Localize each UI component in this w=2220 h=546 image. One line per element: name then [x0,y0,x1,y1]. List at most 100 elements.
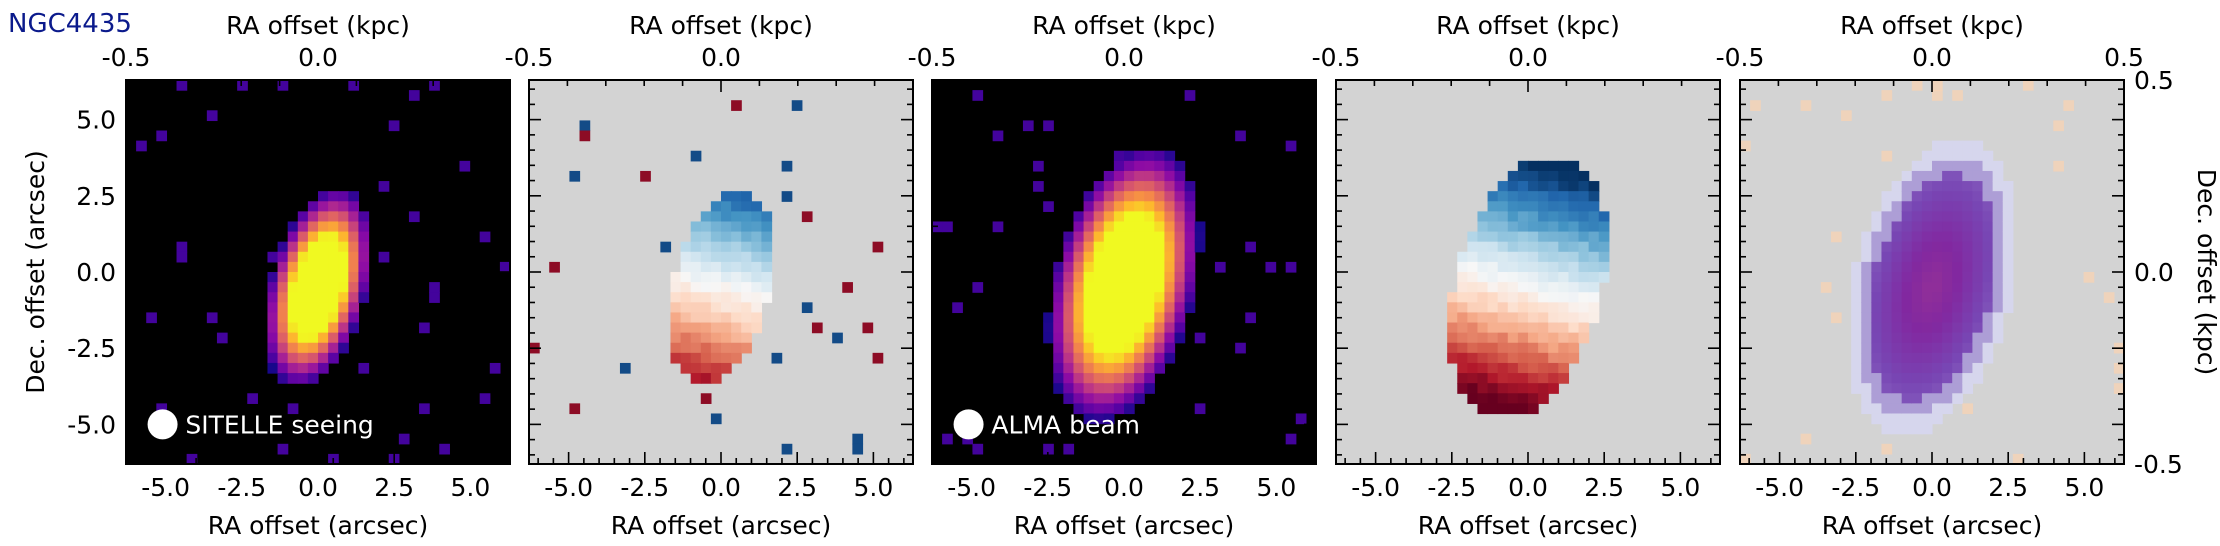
map-pixel [307,272,319,283]
map-pixel [277,302,289,314]
map-pixel [1972,231,1984,243]
map-pixel [1093,261,1105,273]
map-pixel [680,292,692,303]
x-tick-label: 2.5 [777,473,817,502]
map-pixel [1921,332,1933,344]
map-pixel [318,231,329,243]
map-pixel [1851,332,1862,344]
map-pixel [1103,261,1115,273]
map-pixel [710,342,722,354]
map-pixel [1103,352,1115,364]
map-pixel [1740,453,1751,465]
map-pixel [1881,403,1893,415]
map-pixel [297,282,309,293]
map-pixel [1053,383,1064,394]
map-pixel [1477,302,1489,314]
map-pixel [710,312,722,324]
map-pixel [1144,261,1155,273]
panel-comparison: -5.0 -2.5 0.0 2.5 5.0 RA offset (arcsec) -0.5 0… [1716,11,2220,540]
map-pixel [1932,322,1943,334]
y-tick-label: 0.0 [76,258,116,287]
map-pixel [1507,221,1519,233]
map-pixel [1103,272,1115,283]
map-pixel [1467,231,1479,243]
map-pixel [1235,130,1246,142]
map-pixel [1124,373,1135,384]
map-pixel [1588,221,1600,233]
map-pixel [700,211,712,223]
map-pixel [1063,332,1075,344]
map-pixel [1467,342,1479,354]
map-pixel [731,272,742,283]
map-pixel [700,312,712,324]
map-pixel [700,302,712,314]
map-pixel [1932,302,1943,314]
map-pixel [388,120,400,132]
map-pixel [700,282,712,293]
map-pixel [1457,332,1468,344]
map-pixel [1891,332,1903,344]
map-pixel [1891,312,1903,324]
map-pixel [1921,211,1933,223]
map-pixel [1881,383,1893,394]
map-pixel [1528,181,1539,192]
map-pixel [1881,150,1893,162]
map-pixel [710,292,722,303]
map-pixel [1578,241,1590,253]
map-pixel [1911,251,1923,263]
map-pixel [1497,272,1509,283]
map-pixel [297,362,309,374]
map-pixel [670,352,682,364]
map-pixel [1942,362,1953,374]
map-pixel [1497,403,1509,415]
map-pixel [761,231,773,243]
map-pixel [1144,221,1155,233]
map-pixel [1144,211,1155,223]
beam-label: SITELLE seeing [185,410,373,439]
map-pixel [318,272,329,283]
map-pixel [1124,231,1135,243]
map-pixel [1891,231,1903,243]
map-pixel [1921,241,1933,253]
map-pixel [1548,272,1559,283]
map-pixel [1497,201,1509,212]
map-pixel [1750,100,1761,111]
map-pixel [1063,261,1075,273]
map-pixel [1972,241,1984,253]
map-pixel [1992,160,2004,172]
map-pixel [1942,292,1953,303]
map-pixel [1497,221,1509,233]
map-pixel [1083,261,1095,273]
map-pixel [1507,362,1519,374]
map-pixel [1891,282,1903,293]
map-pixel [1144,373,1155,384]
map-pixel [338,302,349,314]
map-pixel [1497,393,1509,404]
map-pixel [1517,201,1529,212]
map-pixel [710,221,722,233]
map-pixel [2002,292,2014,303]
map-pixel [1932,80,1943,91]
x-axis-label: RA offset (arcsec) [208,511,429,540]
map-pixel [1113,251,1125,263]
map-pixel [1467,251,1479,263]
map-pixel [1568,312,1580,324]
map-pixel [1517,302,1529,314]
map-pixel [1578,312,1590,324]
map-pixel [1921,403,1933,415]
map-pixel [1871,292,1883,303]
map-pixel [721,332,732,344]
map-pixel [1497,332,1509,344]
map-pixel [1588,241,1600,253]
map-pixel [1184,221,1196,233]
map-pixel [731,292,742,303]
map-pixel [1942,272,1953,283]
map-pixel [1901,261,1913,273]
map-pixel [721,282,732,293]
map-pixel [1113,373,1125,384]
map-pixel [1962,292,1974,303]
map-pixel [1538,302,1549,314]
map-pixel [398,433,410,445]
map-pixel [1942,383,1953,394]
map-pixel [1871,362,1883,374]
